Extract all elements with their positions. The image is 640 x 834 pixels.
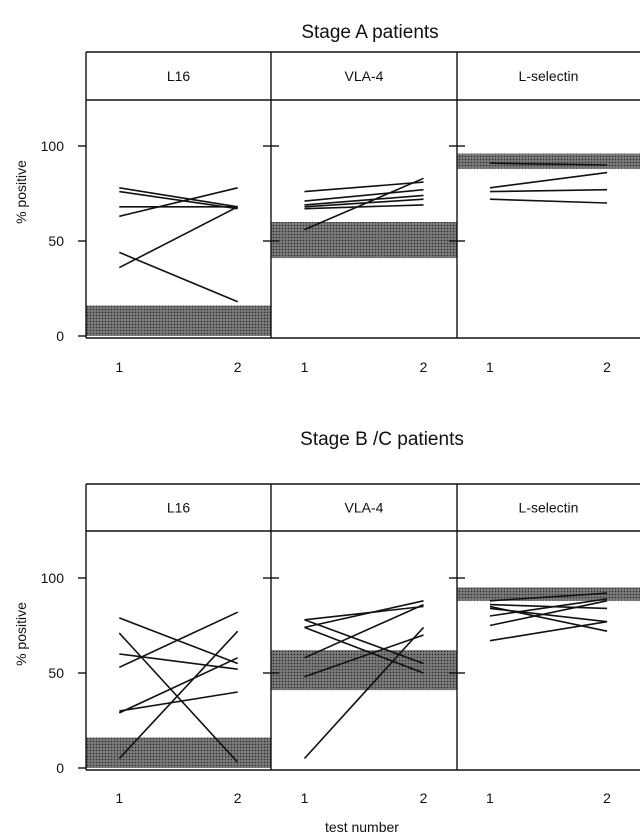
patient-line-l-selectin-4 — [489, 598, 608, 617]
strip-label-l-selectin: L-selectin — [519, 68, 579, 84]
normal-range-band-l16 — [86, 305, 271, 336]
patient-line-l16-4 — [119, 187, 238, 218]
panel-l16-stage-a: L16 1 2 — [86, 68, 271, 375]
x-tick-label: 1 — [486, 790, 494, 806]
panel-l-selectin-stage-bc: L-selectin 1 2 — [449, 484, 640, 806]
normal-range-band-l-selectin — [457, 587, 640, 601]
patient-line-vla-4-2 — [304, 600, 424, 629]
patient-line-vla-4-5 — [304, 603, 424, 659]
x-tick-label: 1 — [486, 359, 494, 375]
x-tick-label: 2 — [420, 359, 428, 375]
x-tick-label: 2 — [234, 790, 242, 806]
patient-line-l16-5 — [118, 251, 239, 303]
x-tick-label: 2 — [234, 359, 242, 375]
patient-line-l-selectin-2 — [489, 603, 608, 610]
strip-label-vla-4: VLA-4 — [345, 68, 384, 84]
strip-label-l16: L16 — [167, 500, 191, 516]
y-axis-label-stage-a: % positive — [13, 160, 29, 224]
patient-line-l-selectin-6 — [489, 620, 608, 642]
patient-line-l16-2 — [119, 190, 238, 210]
patient-line-l16-1 — [119, 617, 238, 665]
y-tick-label: 50 — [48, 233, 64, 249]
panel-l-selectin-stage-a: L-selectin 1 2 — [449, 52, 640, 375]
strip-label-l-selectin: L-selectin — [519, 500, 579, 516]
y-tick-label: 0 — [56, 760, 64, 776]
panel-vla-4-stage-a: VLA-4 1 2 — [263, 52, 457, 375]
x-tick-label: 1 — [115, 359, 123, 375]
strip-label-vla-4: VLA-4 — [345, 500, 384, 516]
chart-title-stage-bc: Stage B /C patients — [300, 429, 464, 450]
y-tick-label: 0 — [56, 328, 64, 344]
patient-line-vla-4-6 — [304, 177, 424, 231]
patient-line-vla-4-4 — [304, 626, 424, 674]
normal-range-band-vla-4 — [271, 650, 457, 691]
y-axis-label-stage-bc: % positive — [13, 602, 29, 666]
patient-line-vla-4-3 — [304, 194, 424, 206]
patient-line-l-selectin-5 — [489, 600, 608, 627]
normal-range-band-l16 — [86, 737, 271, 768]
x-tick-label: 2 — [603, 790, 611, 806]
patient-line-vla-4-2 — [304, 188, 424, 202]
x-tick-label: 2 — [603, 359, 611, 375]
panel-vla-4-stage-bc: VLA-4 1 2 — [263, 484, 457, 806]
patient-line-vla-4-1 — [304, 181, 424, 193]
patient-line-l-selectin-1 — [489, 592, 608, 602]
chart-stage-bc: L16 1 2 VLA-4 1 2 L-selectin 1 2 0 50 100 — [41, 483, 640, 806]
patient-line-l-selectin-3 — [489, 188, 608, 193]
patient-line-l-selectin-1 — [489, 162, 608, 166]
normal-range-band-vla-4 — [271, 222, 457, 259]
patient-line-vla-4-1 — [304, 605, 424, 621]
x-tick-label: 1 — [115, 790, 123, 806]
patient-line-l-selectin-7 — [489, 605, 608, 632]
patient-line-vla-4-7 — [303, 626, 425, 760]
x-tick-label: 2 — [420, 790, 428, 806]
y-tick-label: 50 — [48, 665, 64, 681]
patient-line-l16-5 — [118, 657, 239, 714]
y-tick-label: 100 — [41, 138, 65, 154]
strip-label-l16: L16 — [167, 68, 191, 84]
patient-line-l-selectin-2 — [489, 171, 608, 189]
x-axis-label: test number — [325, 819, 399, 834]
patient-line-l16-6 — [119, 691, 238, 712]
y-tick-label: 100 — [41, 570, 65, 586]
chart-title-stage-a: Stage A patients — [301, 22, 438, 43]
patient-line-l16-2 — [118, 632, 239, 763]
patient-line-vla-4-3 — [304, 619, 424, 665]
chart-stage-a: L16 1 2 VLA-4 1 2 L-selectin 1 2 0 50 100 — [41, 51, 640, 375]
panel-l16-stage-bc: L16 1 2 — [86, 500, 271, 806]
patient-line-l16-4 — [118, 611, 239, 669]
patient-line-vla-4-6 — [304, 634, 424, 678]
patient-line-l-selectin-4 — [489, 198, 608, 204]
patient-line-vla-4-4 — [304, 198, 424, 208]
patient-line-l16-1 — [119, 187, 238, 208]
patient-line-l16-6 — [118, 206, 239, 269]
x-tick-label: 1 — [301, 359, 309, 375]
patient-line-vla-4-5 — [304, 204, 424, 210]
patient-line-l16-7 — [118, 630, 239, 760]
x-tick-label: 1 — [301, 790, 309, 806]
normal-range-band-l-selectin — [457, 153, 640, 169]
